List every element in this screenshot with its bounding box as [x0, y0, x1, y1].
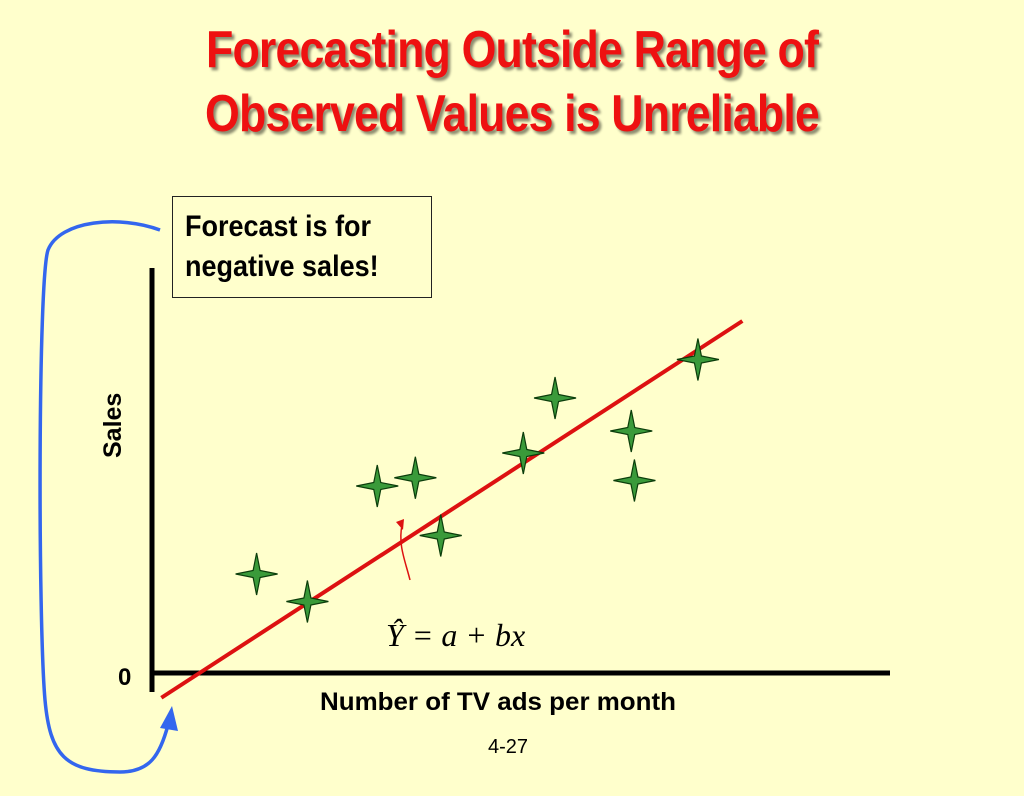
callout-box: Forecast is for negative sales! — [172, 196, 432, 298]
data-point-4 — [394, 456, 437, 499]
equation-pointer-arrow — [400, 524, 411, 581]
data-point-3 — [356, 464, 399, 508]
title-line-2: Observed Values is Unreliable — [205, 85, 820, 143]
x-axis-label: Number of TV ads per month — [320, 688, 676, 716]
callout-line-1: Forecast is for — [185, 210, 372, 243]
slide-number: 4-27 — [488, 736, 529, 758]
y-tick-label-zero: 0 — [118, 664, 131, 691]
data-point-6 — [502, 431, 545, 475]
slide-title: Forecasting Outside Range of Observed Va… — [72, 18, 953, 146]
equation-pointer-arrowhead — [396, 519, 404, 530]
data-point-7 — [533, 376, 577, 420]
data-points — [235, 338, 720, 623]
regression-line — [160, 319, 744, 700]
data-point-8 — [610, 409, 653, 453]
title-line-1: Forecasting Outside Range of — [205, 21, 819, 79]
callout-arrow — [38, 220, 170, 774]
y-axis-label: Sales — [99, 393, 127, 458]
callout-arrowhead — [160, 706, 178, 731]
data-point-1 — [235, 552, 278, 596]
data-point-10 — [676, 338, 720, 381]
data-point-5 — [419, 514, 462, 557]
data-point-2 — [286, 580, 329, 623]
regression-equation: Ŷ = a + bx — [386, 617, 525, 653]
data-point-9 — [613, 459, 656, 502]
callout-line-2: negative sales! — [185, 250, 379, 283]
